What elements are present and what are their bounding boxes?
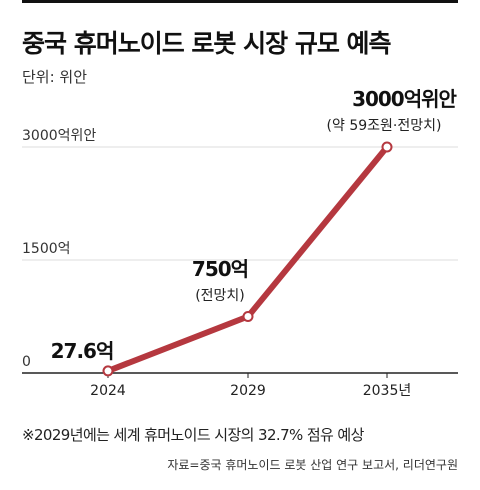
unit-label: 단위: 위안 (22, 68, 88, 86)
x-tick-label-1: 2029 (230, 383, 266, 399)
y-tick-label-1: 1500억 (22, 241, 71, 257)
y-tick-label-0: 0 (22, 354, 31, 370)
source-note: 자료=중국 휴머노이드 로봇 산업 연구 보고서, 리더연구원 (167, 458, 458, 472)
chart-title: 중국 휴머노이드 로봇 시장 규모 예측 (22, 29, 392, 58)
data-sublabel-2: (약 59조원·전망치) (327, 118, 442, 134)
x-tick-label-0: 2024 (90, 383, 126, 399)
data-label-2: 3000억위안 (352, 87, 457, 111)
data-point-2 (381, 141, 393, 153)
data-label-0: 27.6억 (51, 339, 114, 363)
data-label-1: 750억 (192, 257, 248, 281)
data-point-0 (102, 365, 114, 377)
footnote: ※2029년에는 세계 휴머노이드 시장의 32.7% 점유 예상 (22, 426, 364, 444)
top-rule (22, 0, 458, 3)
data-sublabel-1: (전망치) (195, 288, 245, 304)
y-tick-label-2: 3000억위안 (22, 128, 96, 144)
x-tick-label-2: 2035년 (363, 383, 412, 399)
data-point-1 (242, 311, 254, 322)
